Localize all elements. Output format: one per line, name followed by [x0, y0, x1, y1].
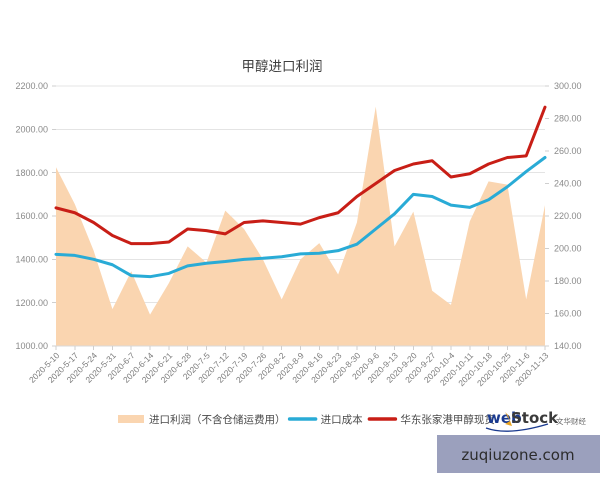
left-axis-tick-label: 1200.00 — [15, 298, 48, 308]
right-axis-tick-label: 260.00 — [554, 146, 582, 156]
webstock-swoosh-icon — [485, 423, 549, 432]
right-axis-tick-label: 160.00 — [554, 309, 582, 319]
left-axis-tick-label: 1400.00 — [15, 255, 48, 265]
webstock-flag-icon — [505, 412, 512, 426]
watermark-label: zuqiuzone.com — [461, 446, 574, 464]
plot-area — [54, 105, 547, 346]
left-axis-tick-label: 2000.00 — [15, 125, 48, 135]
legend-item-label: 进口成本 — [321, 413, 363, 426]
left-axis-tick-label: 1000.00 — [15, 341, 48, 351]
left-axis-tick-label: 1600.00 — [15, 211, 48, 221]
left-axis-tick-label: 1800.00 — [15, 168, 48, 178]
left-axis-tick-label: 2200.00 — [15, 81, 48, 91]
legend-swatch-area — [118, 415, 144, 423]
series-area-import-profit — [56, 106, 545, 346]
watermark: zuqiuzone.com — [437, 435, 600, 473]
chart-title: 甲醇进口利润 — [242, 58, 323, 75]
right-axis-tick-label: 300.00 — [554, 81, 582, 91]
webstock-logo: web Stock 文华财经 — [485, 409, 586, 432]
legend-item-label: 进口利润（不含仓储运费用） — [149, 413, 286, 426]
series-line-import-cost — [54, 156, 547, 279]
webstock-logo-stock-text: Stock — [511, 409, 559, 427]
right-axis-tick-label: 280.00 — [554, 114, 582, 124]
chart-legend: 进口利润（不含仓储运费用） 进口成本 华东张家港甲醇现货 — [118, 413, 495, 426]
right-axis-tick-label: 220.00 — [554, 211, 582, 221]
right-axis-tick-label: 240.00 — [554, 179, 582, 189]
right-axis-tick-label: 180.00 — [554, 276, 582, 286]
watermark-background — [437, 435, 600, 473]
left-axis: 1000.00 1200.00 1400.00 1600.00 1800.00 2000.… — [15, 81, 56, 351]
right-axis-tick-label: 140.00 — [554, 341, 582, 351]
right-axis-tick-label: 200.00 — [554, 244, 582, 254]
webstock-logo-cn-text: 文华财经 — [556, 416, 586, 426]
right-axis: 140.00 160.00 180.00 200.00 220.00 240.00 260.… — [545, 81, 582, 351]
legend-item-label: 华东张家港甲醇现货 — [400, 413, 495, 426]
series-line-spot-price — [54, 105, 547, 246]
webstock-logo-web-text: web — [487, 409, 522, 427]
